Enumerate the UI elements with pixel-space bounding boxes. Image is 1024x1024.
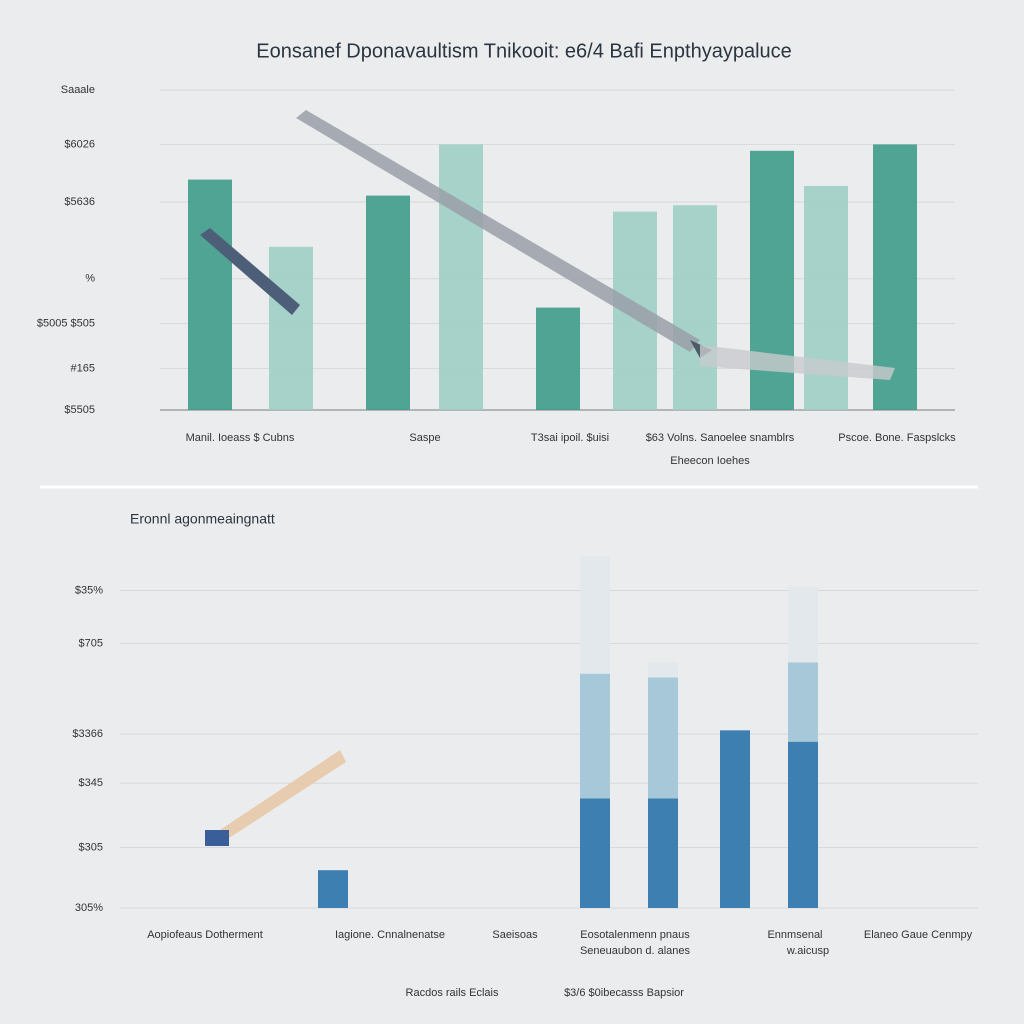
bar bbox=[269, 246, 313, 410]
chart-1: Saaale $6026 $5636% $5005 $505 #165 $5505 Mani… bbox=[37, 84, 956, 467]
y-tick-label: $5005 $505 bbox=[37, 318, 95, 330]
chart-2: $35% $705 $3366 $345 $305 305% Aopiofeaus Doth… bbox=[72, 556, 978, 999]
trend-arrow-head bbox=[205, 830, 229, 846]
bar-segment bbox=[720, 730, 750, 908]
annotation: Racdos rails Eclais bbox=[406, 987, 499, 999]
y-tick-label: 305% bbox=[75, 902, 103, 914]
trend-arrow bbox=[200, 228, 300, 315]
bar-segment bbox=[580, 798, 610, 908]
annotation: Eheecon Ioehes bbox=[670, 455, 750, 467]
annotation: w.aicusp bbox=[786, 945, 829, 957]
bar-segment bbox=[788, 586, 818, 663]
bar-segment bbox=[788, 741, 818, 908]
x-tick-label: Elaneo Gaue Cenmpy bbox=[864, 929, 973, 941]
bar bbox=[439, 144, 483, 410]
bar-segment bbox=[788, 662, 818, 742]
y-tick-label: $35% bbox=[75, 584, 103, 596]
bar bbox=[673, 205, 717, 410]
y-tick-label: $5505 bbox=[64, 404, 95, 416]
bar bbox=[366, 195, 410, 410]
x-tick-label: Saeisoas bbox=[492, 929, 538, 941]
bar-segment bbox=[580, 673, 610, 799]
y-tick-label: $3366 bbox=[72, 728, 103, 740]
trend-arrow bbox=[296, 110, 700, 352]
bar-segment bbox=[580, 556, 610, 674]
bar bbox=[536, 307, 580, 410]
y-tick-label: #165 bbox=[71, 362, 95, 374]
bar-segment bbox=[318, 870, 348, 908]
trend-arrow bbox=[220, 750, 346, 840]
x-tick-label: Pscoe. Bone. Faspslcks bbox=[838, 432, 956, 444]
chart-title: Eonsanef Dponavaultism Tnikooit: e6/4 Ba… bbox=[256, 40, 792, 62]
chart-title: Eronnl agonmeaingnatt bbox=[130, 511, 275, 527]
x-tick-label: T3sai ipoil. $uisi bbox=[531, 432, 609, 444]
x-tick-label: $63 Volns. Sanoelee snamblrs bbox=[646, 432, 795, 444]
bar bbox=[188, 179, 232, 410]
y-tick-label: $5636 bbox=[64, 196, 95, 208]
x-tick-label: Ennmsenal bbox=[767, 929, 822, 941]
x-tick-label: Saspe bbox=[409, 432, 440, 444]
annotation: Seneuaubon d. alanes bbox=[580, 945, 691, 957]
y-tick-label: % bbox=[85, 273, 95, 285]
annotation: $3/6 $0ibecasss Bapsior bbox=[564, 987, 684, 999]
x-tick-label: Eosotalenmenn pnaus bbox=[580, 929, 690, 941]
bar bbox=[873, 144, 917, 410]
x-tick-label: Manil. Ioeass $ Cubns bbox=[186, 432, 295, 444]
bar-segment bbox=[648, 677, 678, 799]
y-tick-label: $705 bbox=[79, 637, 103, 649]
bar-segment bbox=[648, 798, 678, 908]
bar-segment bbox=[648, 662, 678, 678]
y-tick-label: $6026 bbox=[64, 138, 95, 150]
y-tick-label: Saaale bbox=[61, 84, 95, 96]
trend-arrow bbox=[700, 345, 895, 380]
y-tick-label: $345 bbox=[79, 777, 103, 789]
x-tick-label: Aopiofeaus Dotherment bbox=[147, 929, 263, 941]
x-tick-label: Iagione. Cnnalnenatse bbox=[335, 929, 445, 941]
y-tick-label: $305 bbox=[79, 841, 103, 853]
